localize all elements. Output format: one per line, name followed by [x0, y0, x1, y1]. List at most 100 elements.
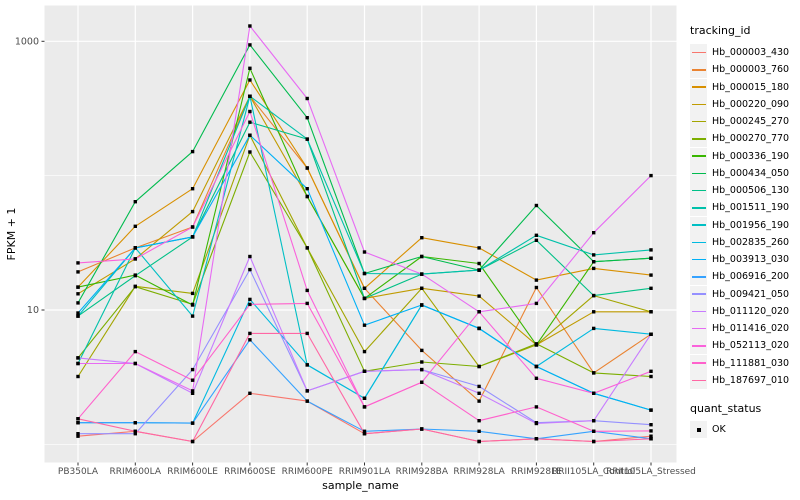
data-point — [649, 273, 653, 277]
data-point — [534, 238, 539, 242]
y-tick-label: 10 — [27, 305, 39, 316]
data-point — [248, 43, 252, 47]
data-point — [362, 405, 367, 409]
data-point — [76, 417, 80, 421]
data-point — [248, 267, 252, 272]
data-point — [362, 396, 367, 400]
legend-key-box — [690, 268, 707, 286]
data-point — [477, 429, 481, 433]
x-tick-label: RRIM901LA — [339, 467, 391, 477]
data-point — [362, 296, 367, 301]
data-point — [592, 391, 596, 395]
data-point — [649, 310, 653, 314]
legend-entry-label: Hb_001956_190 — [712, 219, 790, 231]
data-point — [305, 116, 309, 120]
data-point — [190, 225, 195, 229]
data-point — [649, 437, 653, 441]
legend-entry: Hb_000270_770 — [690, 130, 798, 148]
legend-entry: Hb_002835_260 — [690, 233, 798, 251]
data-point — [420, 360, 424, 364]
x-tick-label: RRIM600LE — [167, 467, 218, 477]
data-point — [477, 384, 481, 389]
legend-entry: Hb_001511_190 — [690, 199, 798, 217]
legend-key-line — [691, 224, 706, 226]
legend-key-box — [690, 285, 707, 303]
legend-key-box — [690, 78, 707, 96]
data-point — [649, 256, 653, 260]
data-point — [133, 224, 137, 228]
data-point — [649, 173, 653, 178]
x-tick-label: RRIM600LA — [110, 467, 162, 477]
x-tick-label: RRIM928BA — [396, 467, 449, 477]
legend-key-line — [691, 86, 706, 88]
data-point — [133, 274, 137, 278]
legend-key-line — [691, 345, 706, 347]
legend: tracking_id Hb_000003_430 Hb_000003_760 Hb… — [690, 24, 798, 439]
data-point — [305, 194, 309, 199]
legend-entry-label: Hb_011120_020 — [712, 305, 790, 317]
legend-entry-label: Hb_000015_180 — [712, 81, 790, 93]
data-point — [305, 246, 309, 250]
data-point — [76, 314, 80, 318]
data-point — [248, 133, 252, 137]
data-point — [649, 286, 653, 290]
legend-key-box — [690, 164, 707, 182]
data-point — [649, 434, 653, 438]
data-point — [420, 380, 424, 384]
data-point — [534, 233, 539, 237]
data-point — [248, 78, 252, 82]
data-point — [592, 429, 596, 433]
data-point — [420, 236, 424, 240]
data-point — [248, 109, 252, 114]
legend-key-box — [690, 233, 707, 251]
data-point — [649, 408, 653, 412]
legend-key-box — [690, 130, 707, 148]
data-point — [477, 399, 481, 403]
data-point — [248, 66, 252, 70]
data-point — [76, 292, 80, 296]
data-point — [534, 203, 539, 208]
data-point — [133, 432, 137, 436]
data-point — [190, 314, 195, 318]
legend-entry-label: Hb_009421_050 — [712, 288, 790, 300]
legend-key-line — [691, 69, 706, 71]
data-point — [133, 349, 137, 354]
data-point — [305, 301, 309, 306]
data-point — [534, 285, 539, 290]
legend-entry: Hb_000003_430 — [690, 44, 798, 62]
data-point — [133, 257, 137, 261]
data-point — [420, 286, 424, 290]
legend-key-line — [691, 155, 706, 157]
legend-entry-label: Hb_000506_130 — [712, 185, 790, 197]
legend-entry-label: Hb_006916_200 — [712, 271, 790, 283]
legend-entry-quant-ok: OK — [690, 421, 798, 439]
point-marker-icon — [696, 427, 701, 432]
legend-entry-label: Hb_000245_270 — [712, 116, 790, 128]
data-point — [592, 326, 596, 331]
data-point — [477, 391, 481, 395]
data-point — [133, 246, 137, 250]
x-tick-label: RRII105LA_Stressed — [606, 467, 696, 477]
data-point — [477, 294, 481, 298]
legend-entry-label: Hb_000003_760 — [712, 64, 790, 76]
legend-entry: Hb_011120_020 — [690, 302, 798, 320]
data-point — [305, 363, 309, 367]
data-point — [190, 303, 195, 307]
data-point — [76, 374, 80, 379]
data-point — [649, 248, 653, 252]
legend-key-line — [691, 379, 706, 382]
legend-key-box — [690, 199, 707, 217]
data-point — [592, 266, 596, 271]
x-tick-label: RRIM928LE — [511, 467, 562, 477]
data-point — [305, 187, 309, 191]
data-point — [477, 261, 481, 266]
legend-entry-label: Hb_052113_020 — [712, 340, 790, 352]
legend-key-line — [691, 276, 706, 278]
data-point — [76, 270, 80, 274]
data-point — [420, 367, 424, 372]
legend-entry: Hb_000336_190 — [690, 147, 798, 165]
data-point — [190, 439, 195, 444]
data-point — [649, 332, 653, 336]
quant-status-legend-title: quant_status — [690, 402, 762, 415]
